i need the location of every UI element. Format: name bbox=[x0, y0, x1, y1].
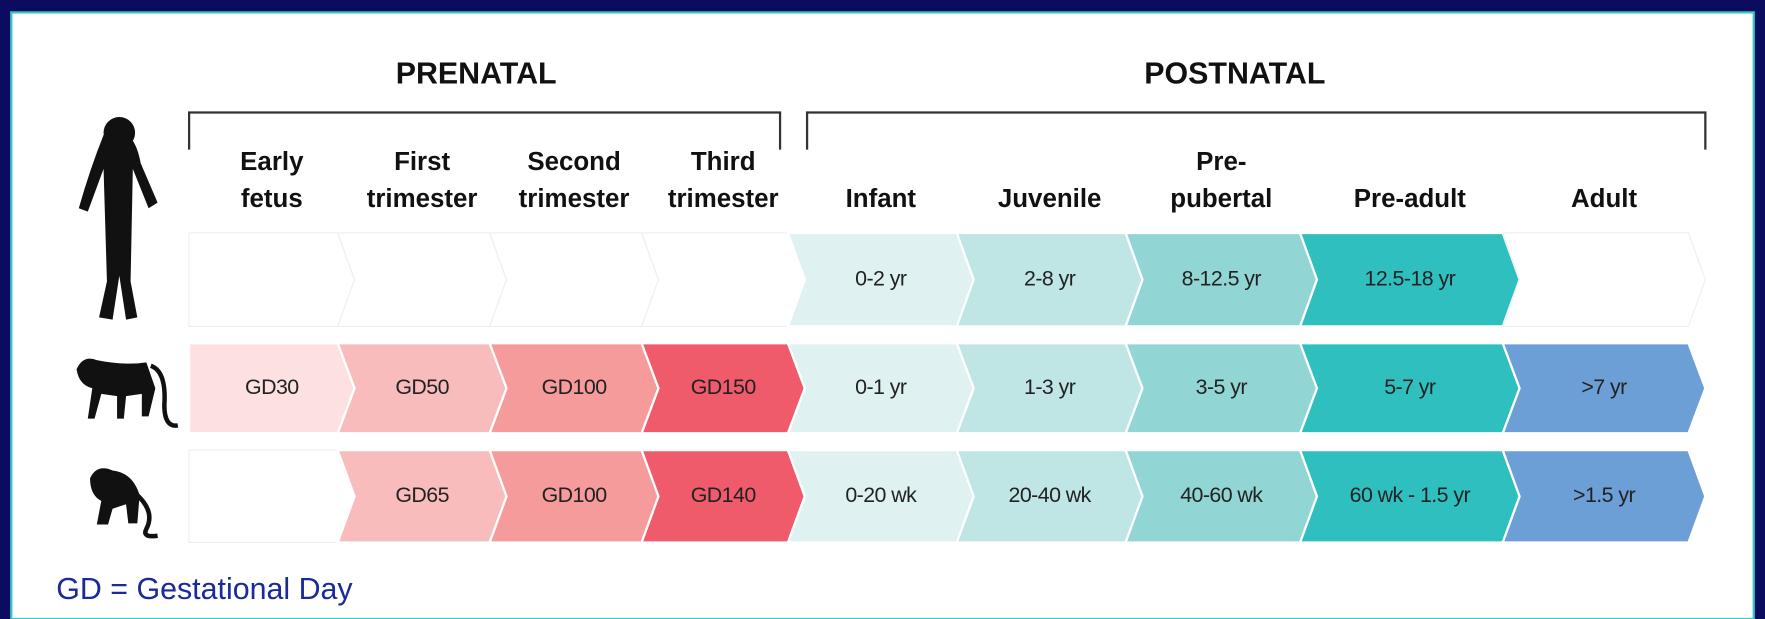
chevron-cell bbox=[490, 233, 659, 326]
group-label: POSTNATAL bbox=[1144, 56, 1325, 90]
column-label: Pre-adult bbox=[1354, 185, 1467, 213]
cell-label: 3-5 yr bbox=[1196, 375, 1248, 399]
column-label: trimester bbox=[668, 185, 779, 213]
column-label: trimester bbox=[519, 185, 630, 213]
column-label: fetus bbox=[241, 185, 303, 213]
chevron-cell bbox=[338, 233, 507, 326]
cell-label: 0-1 yr bbox=[855, 375, 907, 399]
cell-label: >1.5 yr bbox=[1573, 483, 1635, 507]
footnote: GD = Gestational Day bbox=[56, 572, 353, 606]
column-label: pubertal bbox=[1170, 185, 1272, 213]
cell-label: GD30 bbox=[245, 375, 299, 399]
cell-label: 0-20 wk bbox=[845, 483, 917, 507]
cell-label: GD150 bbox=[691, 375, 757, 399]
cell-label: 40-60 wk bbox=[1180, 483, 1263, 507]
chevron-cell bbox=[189, 233, 354, 326]
group-label: PRENATAL bbox=[396, 56, 557, 90]
diagram: PRENATAL POSTNATAL GD = Gestational Day … bbox=[0, 0, 1765, 619]
cell-label: GD50 bbox=[395, 375, 449, 399]
column-label: Adult bbox=[1571, 185, 1637, 213]
column-label: Early bbox=[240, 148, 304, 176]
column-label: Juvenile bbox=[998, 185, 1102, 213]
cell-label: GD65 bbox=[395, 483, 449, 507]
cell-label: GD140 bbox=[691, 483, 757, 507]
cell-label: 8-12.5 yr bbox=[1182, 266, 1262, 290]
chevron-cell bbox=[642, 233, 805, 326]
column-label: trimester bbox=[367, 185, 478, 213]
cell-label: GD100 bbox=[542, 483, 608, 507]
column-label: Second bbox=[527, 148, 620, 176]
cell-label: 1-3 yr bbox=[1024, 375, 1076, 399]
cell-label: 60 wk - 1.5 yr bbox=[1350, 483, 1471, 507]
cell-label: 20-40 wk bbox=[1009, 483, 1092, 507]
cell-label: 12.5-18 yr bbox=[1365, 266, 1456, 290]
cell-label: >7 yr bbox=[1581, 375, 1627, 399]
column-label: Third bbox=[691, 148, 756, 176]
cell-label: GD100 bbox=[542, 375, 608, 399]
cell-label: 2-8 yr bbox=[1024, 266, 1076, 290]
column-label: Infant bbox=[846, 185, 917, 213]
cell-label: 5-7 yr bbox=[1384, 375, 1436, 399]
column-label: Pre- bbox=[1196, 148, 1246, 176]
column-label: First bbox=[394, 148, 450, 176]
page: PRENATAL POSTNATAL GD = Gestational Day … bbox=[0, 0, 1765, 619]
chevron-cell bbox=[189, 450, 354, 542]
cell-label: 0-2 yr bbox=[855, 266, 907, 290]
chevron-cell bbox=[1503, 233, 1706, 326]
